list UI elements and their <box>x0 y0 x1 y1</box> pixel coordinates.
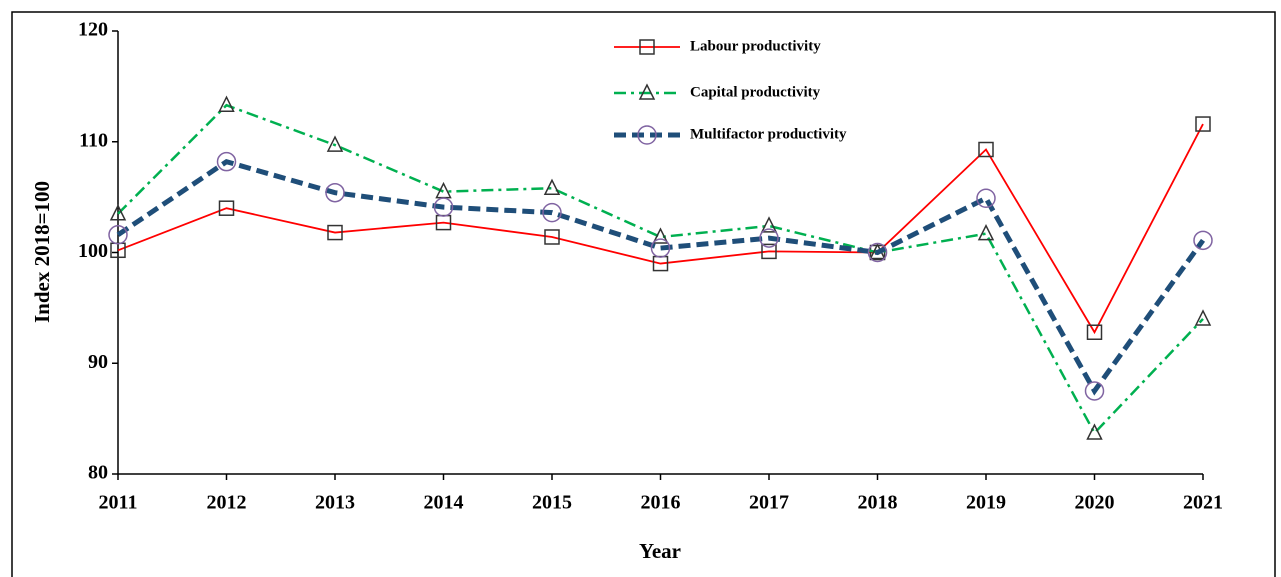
marker <box>867 242 888 263</box>
marker <box>1084 381 1105 401</box>
y-tick-label: 120 <box>78 19 108 41</box>
marker <box>543 178 561 196</box>
x-tick-label: 2013 <box>315 492 355 514</box>
series-line <box>116 158 1206 396</box>
legend-label: Labour productivity <box>690 38 821 54</box>
marker <box>325 182 345 203</box>
marker <box>1086 324 1103 340</box>
marker <box>1194 309 1212 326</box>
chart-border <box>11 11 1276 577</box>
x-tick-label: 2011 <box>99 492 138 514</box>
marker <box>542 202 562 223</box>
legend-label: Capital productivity <box>690 84 821 100</box>
marker <box>637 125 657 145</box>
x-tick-label: 2018 <box>858 492 898 514</box>
marker <box>433 197 454 217</box>
marker <box>977 223 995 241</box>
series-line <box>117 123 1204 335</box>
marker <box>326 135 344 152</box>
marker <box>1193 230 1213 251</box>
marker <box>759 228 779 248</box>
y-tick-label: 110 <box>79 129 108 151</box>
x-tick-label: 2016 <box>641 492 681 514</box>
x-tick-label: 2012 <box>207 492 247 514</box>
marker <box>978 141 994 158</box>
x-tick-label: 2020 <box>1075 492 1115 514</box>
y-tick-label: 100 <box>78 240 108 262</box>
marker <box>760 216 778 233</box>
y-tick-label: 80 <box>88 462 108 484</box>
marker <box>1086 423 1103 440</box>
x-tick-label: 2017 <box>749 492 789 514</box>
marker <box>1195 116 1211 132</box>
marker <box>652 227 669 244</box>
marker <box>218 200 235 216</box>
marker <box>639 39 655 55</box>
marker <box>218 95 235 112</box>
marker <box>108 225 128 245</box>
y-axis-title: Index 2018=100 <box>30 181 54 323</box>
marker <box>638 83 656 100</box>
marker <box>976 188 996 208</box>
y-tick-label: 90 <box>88 351 108 373</box>
marker <box>216 151 237 172</box>
marker <box>327 224 343 241</box>
marker <box>109 204 127 221</box>
legend-label: Multifactor productivity <box>690 126 847 142</box>
marker <box>544 229 560 245</box>
series-line <box>117 103 1204 436</box>
marker <box>650 238 671 258</box>
x-tick-label: 2019 <box>966 492 1006 514</box>
marker <box>761 243 777 260</box>
x-tick-label: 2014 <box>424 492 464 514</box>
x-tick-label: 2021 <box>1183 492 1223 514</box>
x-axis-title: Year <box>639 539 681 563</box>
x-tick-label: 2015 <box>532 492 572 514</box>
